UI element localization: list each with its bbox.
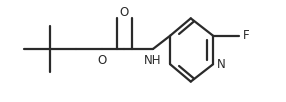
Text: F: F [243,29,250,42]
Text: O: O [97,54,106,67]
Text: NH: NH [144,54,162,67]
Text: N: N [217,58,226,71]
Text: O: O [120,6,129,19]
